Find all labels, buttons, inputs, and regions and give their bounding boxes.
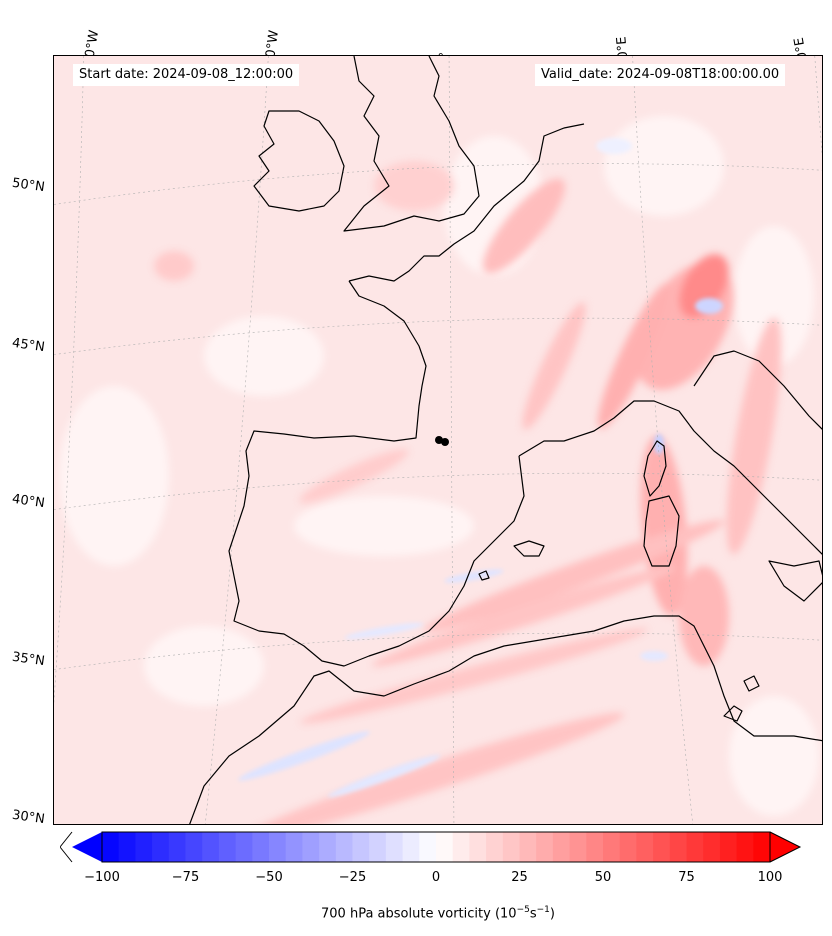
colorbar-segment bbox=[569, 832, 587, 862]
colorbar-tick-label: −75 bbox=[171, 870, 200, 885]
coast-tunisia-detail bbox=[723, 705, 743, 722]
colorbar-segment bbox=[185, 832, 203, 862]
map-panel[interactable] bbox=[53, 55, 823, 825]
colorbar-tick-label: 100 bbox=[757, 870, 783, 885]
vorticity-near-zero-patches bbox=[59, 116, 819, 816]
colorbar-segment bbox=[486, 832, 504, 862]
colorbar-segment bbox=[586, 832, 604, 862]
coast-italy-east bbox=[693, 350, 822, 430]
colorbar-segment bbox=[319, 832, 337, 862]
graticule bbox=[54, 56, 822, 824]
colorbar-tick-label: −25 bbox=[338, 870, 367, 885]
location-marker bbox=[435, 436, 449, 446]
colorbar-segment bbox=[519, 832, 537, 862]
colorbar-segment bbox=[302, 832, 320, 862]
colorbar-segment bbox=[669, 832, 687, 862]
coast-iberia bbox=[228, 430, 525, 667]
coast-mallorca bbox=[513, 540, 545, 557]
coast-corsica bbox=[643, 440, 667, 497]
colorbar-tick-label: 75 bbox=[678, 870, 695, 885]
coast-north-africa bbox=[189, 615, 822, 824]
colorbar-segment bbox=[352, 832, 370, 862]
lat-label-45n: 45°N bbox=[11, 335, 46, 356]
colorbar-segment bbox=[619, 832, 637, 862]
coast-ireland bbox=[253, 110, 345, 212]
colorbar-right-extend bbox=[769, 831, 802, 863]
colorbar-segment bbox=[636, 832, 654, 862]
colorbar-tick-label: −50 bbox=[255, 870, 283, 885]
coast-great-britain bbox=[343, 56, 480, 232]
coast-med-france-italy bbox=[518, 400, 822, 555]
colorbar-segment bbox=[753, 832, 771, 862]
colorbar-segment bbox=[285, 832, 303, 862]
coastlines bbox=[189, 56, 822, 824]
colorbar-segment bbox=[736, 832, 754, 862]
colorbar-tick-label: 25 bbox=[511, 870, 528, 885]
colorbar-segment bbox=[168, 832, 186, 862]
lat-label-40n: 40°N bbox=[11, 491, 46, 512]
colorbar-left-extend bbox=[60, 831, 73, 863]
colorbar-extend-high bbox=[770, 832, 800, 862]
colorbar-segment bbox=[269, 832, 287, 862]
colorbar-segments bbox=[72, 832, 800, 862]
colorbar-tick-label: 0 bbox=[431, 870, 441, 885]
colorbar-segment bbox=[252, 832, 270, 862]
coast-france-atlantic bbox=[348, 123, 585, 282]
coast-tunisia-bay bbox=[743, 675, 760, 692]
colorbar-segment bbox=[536, 832, 554, 862]
coast-sardinia bbox=[643, 495, 680, 567]
colorbar-segment bbox=[202, 832, 220, 862]
colorbar-tick-label: 50 bbox=[594, 870, 612, 885]
coast-brittany-biscay bbox=[348, 280, 427, 442]
colorbar-segment bbox=[369, 832, 387, 862]
colorbar-outline bbox=[101, 831, 771, 863]
lat-label-35n: 35°N bbox=[11, 649, 46, 670]
colorbar-extend-low bbox=[72, 832, 102, 862]
colorbar-segment bbox=[719, 832, 738, 862]
vorticity-positive-streaks bbox=[154, 161, 782, 824]
colorbar-segment bbox=[603, 832, 621, 862]
colorbar-segment bbox=[118, 832, 136, 862]
colorbar-segment bbox=[469, 832, 487, 862]
colorbar-segment bbox=[102, 832, 120, 862]
start-date-label: Start date: 2024-09-08_12:00:00 bbox=[73, 64, 300, 86]
vorticity-negative-patches bbox=[238, 138, 723, 798]
colorbar-segment bbox=[419, 832, 437, 862]
lat-label-50n: 50°N bbox=[11, 175, 46, 196]
colorbar-segment bbox=[452, 832, 470, 862]
vorticity-map bbox=[54, 56, 822, 824]
colorbar-segment bbox=[653, 832, 671, 862]
colorbar-segment bbox=[385, 832, 404, 862]
colorbar-segment bbox=[436, 832, 454, 862]
colorbar-segment bbox=[218, 832, 237, 862]
valid-date-label: Valid_date: 2024-09-08T18:00:00.00 bbox=[535, 64, 786, 86]
colorbar-segment bbox=[335, 832, 353, 862]
colorbar-segment bbox=[686, 832, 704, 862]
colorbar-segment bbox=[552, 832, 571, 862]
colorbar-segment bbox=[152, 832, 170, 862]
coast-ibiza bbox=[478, 570, 490, 581]
colorbar bbox=[60, 831, 802, 863]
colorbar-segment bbox=[402, 832, 420, 862]
colorbar-segment bbox=[235, 832, 253, 862]
coast-sicily bbox=[768, 560, 822, 602]
colorbar-segment bbox=[703, 832, 721, 862]
lat-label-30n: 30°N bbox=[11, 807, 46, 828]
colorbar-segment bbox=[135, 832, 153, 862]
colorbar-segment bbox=[502, 832, 520, 862]
colorbar-label: 700 hPa absolute vorticity (10−5s−1) bbox=[321, 905, 555, 922]
colorbar-tick-label: −100 bbox=[84, 870, 120, 885]
